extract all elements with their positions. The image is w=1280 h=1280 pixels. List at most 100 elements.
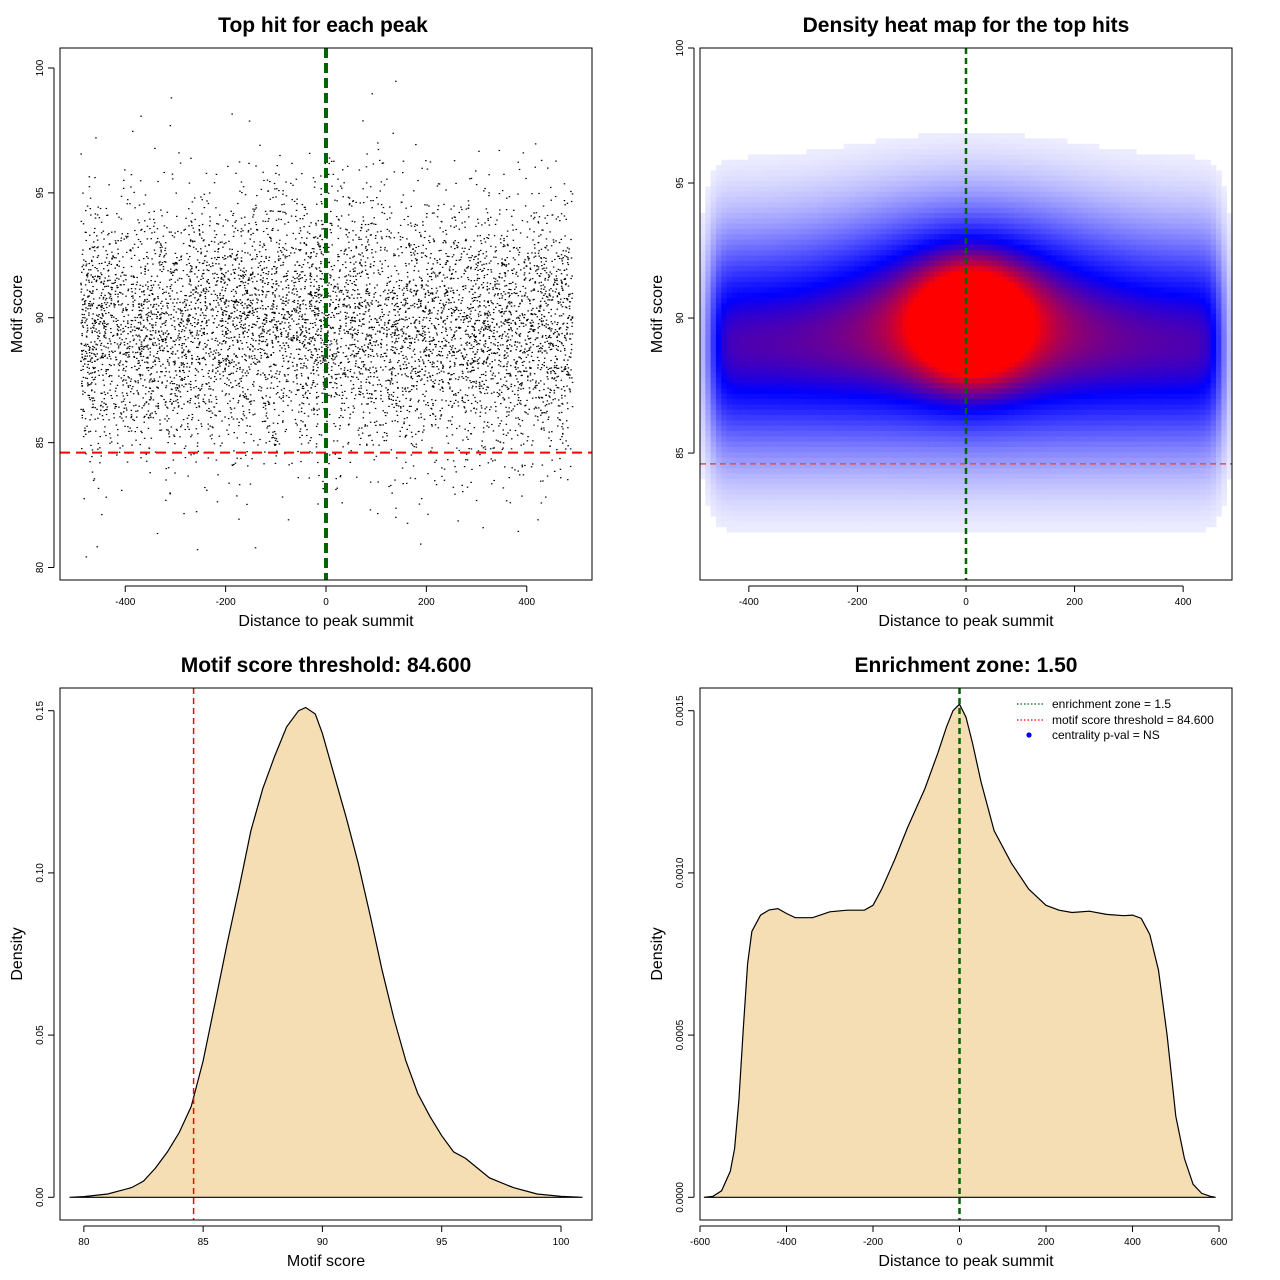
scatter-point — [134, 316, 136, 319]
scatter-point — [507, 318, 510, 320]
scatter-point — [290, 400, 292, 402]
scatter-point — [434, 379, 437, 381]
scatter-point — [338, 394, 341, 396]
scatter-point — [529, 346, 532, 348]
scatter-point — [440, 220, 443, 223]
scatter-point — [397, 387, 399, 389]
scatter-point — [301, 332, 303, 334]
scatter-point — [440, 362, 442, 364]
scatter-point — [429, 361, 431, 363]
scatter-point — [446, 354, 449, 356]
scatter-point — [338, 328, 340, 330]
scatter-point — [213, 381, 216, 383]
scatter-point — [337, 225, 339, 227]
scatter-point — [100, 232, 103, 234]
scatter-point — [472, 293, 474, 295]
scatter-point — [421, 378, 423, 380]
scatter-point — [512, 320, 514, 322]
scatter-point — [94, 217, 97, 219]
scatter-point — [101, 355, 104, 357]
scatter-point — [472, 285, 474, 287]
scatter-point — [205, 289, 208, 291]
scatter-point — [220, 348, 223, 351]
scatter-point — [473, 369, 475, 371]
scatter-point — [320, 175, 322, 177]
scatter-point — [519, 315, 521, 317]
scatter-point — [441, 347, 444, 350]
scatter-point — [414, 326, 416, 328]
scatter-point — [320, 334, 322, 337]
scatter-point — [111, 441, 113, 443]
scatter-point — [515, 310, 518, 312]
scatter-point — [267, 306, 269, 308]
scatter-point — [240, 281, 242, 283]
scatter-point — [524, 348, 526, 350]
scatter-point — [405, 337, 407, 339]
scatter-point — [542, 480, 544, 482]
scatter-point — [405, 247, 407, 249]
scatter-point — [101, 317, 103, 319]
scatter-point — [516, 328, 519, 330]
scatter-point — [414, 353, 416, 355]
scatter-point — [313, 311, 316, 313]
scatter-point — [473, 427, 476, 429]
scatter-point — [276, 283, 278, 285]
scatter-point — [213, 182, 216, 184]
scatter-point — [217, 297, 219, 299]
scatter-point — [106, 253, 109, 256]
scatter-point — [475, 225, 477, 227]
scatter-point — [511, 293, 513, 295]
scatter-point — [145, 345, 147, 347]
scatter-point — [538, 319, 541, 321]
scatter-point — [215, 258, 218, 261]
scatter-point — [493, 256, 495, 258]
scatter-point — [86, 274, 88, 276]
scatter-point — [444, 277, 446, 279]
scatter-point — [334, 363, 337, 365]
scatter-point — [110, 314, 112, 316]
scatter-point — [370, 302, 372, 304]
scatter-point — [525, 343, 527, 345]
scatter-point — [141, 348, 143, 350]
scatter-point — [532, 329, 535, 331]
scatter-point — [517, 470, 519, 472]
scatter-point — [274, 444, 276, 446]
scatter-point — [228, 359, 230, 362]
scatter-point — [460, 253, 463, 255]
scatter-point — [533, 330, 535, 333]
scatter-point — [368, 244, 370, 246]
scatter-point — [496, 288, 498, 290]
scatter-point — [177, 230, 179, 233]
scatter-point — [514, 323, 517, 325]
scatter-point — [148, 311, 150, 314]
scatter-point — [431, 267, 433, 269]
scatter-point — [534, 282, 536, 284]
scatter-point — [118, 278, 120, 280]
scatter-point — [81, 350, 83, 352]
scatter-point — [409, 399, 411, 401]
scatter-point — [138, 360, 140, 362]
scatter-point — [272, 291, 274, 294]
scatter-point — [393, 292, 395, 294]
scatter-point — [518, 168, 521, 171]
scatter-point — [384, 259, 387, 262]
scatter-point — [136, 416, 138, 418]
scatter-point — [262, 280, 264, 282]
scatter-point — [274, 311, 276, 313]
scatter-point — [277, 392, 279, 394]
scatter-point — [313, 279, 316, 281]
scatter-point — [403, 423, 405, 425]
scatter-point — [272, 306, 275, 308]
scatter-point — [211, 262, 214, 264]
scatter-point — [299, 250, 301, 252]
scatter-point — [380, 339, 383, 341]
scatter-point — [172, 316, 175, 318]
scatter-point — [138, 347, 140, 349]
scatter-point — [415, 259, 418, 262]
scatter-point — [568, 388, 571, 390]
scatter-point — [523, 274, 526, 276]
scatter-point — [125, 416, 127, 418]
scatter-point — [182, 362, 184, 364]
scatter-point — [454, 309, 457, 311]
scatter-point — [299, 428, 302, 430]
